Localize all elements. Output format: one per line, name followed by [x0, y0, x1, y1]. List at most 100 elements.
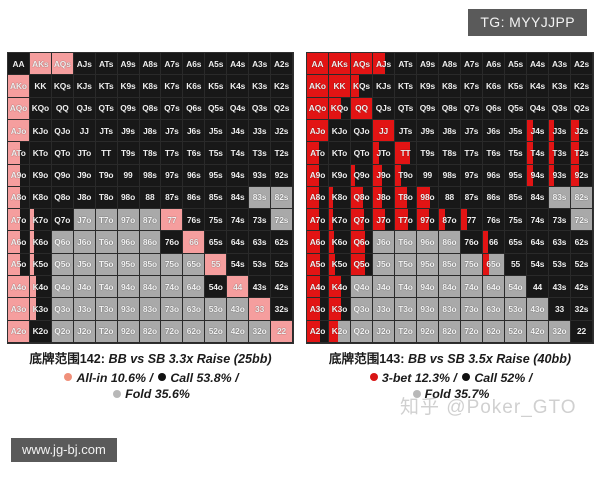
range-cell[interactable]: 95o [417, 253, 439, 277]
range-cell[interactable]: 65s [505, 231, 527, 254]
range-cell[interactable]: KQo [329, 97, 351, 120]
range-cell[interactable]: K6o [29, 231, 52, 254]
range-cell[interactable]: 87o [139, 209, 162, 232]
range-cell[interactable]: 32o [249, 320, 272, 343]
range-cell[interactable]: 83s [249, 186, 272, 210]
range-cell[interactable]: A9s [417, 53, 439, 76]
range-cell[interactable]: Q5s [505, 97, 527, 120]
range-cell[interactable]: QQ [351, 97, 373, 120]
range-cell[interactable]: J5o [373, 253, 395, 277]
range-cell[interactable]: AQs [51, 53, 74, 76]
range-cell[interactable]: 62o [183, 320, 206, 343]
range-cell[interactable]: KTs [95, 75, 118, 98]
range-cell[interactable]: ATo [8, 142, 30, 165]
range-cell[interactable]: T9o [395, 164, 417, 187]
range-cell[interactable]: 98o [117, 186, 140, 210]
range-cell[interactable]: K8o [329, 186, 351, 210]
range-cell[interactable]: 86s [483, 186, 505, 210]
range-cell[interactable]: Q7s [461, 97, 483, 120]
range-cell[interactable]: A8s [139, 53, 162, 76]
range-cell[interactable]: 72s [571, 209, 593, 232]
range-cell[interactable]: K3o [29, 298, 52, 321]
range-cell[interactable]: 83o [139, 298, 162, 321]
range-cell[interactable]: 95s [205, 164, 228, 187]
range-cell[interactable]: Q3o [51, 298, 74, 321]
range-cell[interactable]: JJ [373, 119, 395, 143]
range-cell[interactable]: 65s [205, 231, 228, 254]
range-cell[interactable]: ATs [395, 53, 417, 76]
range-cell[interactable]: J6s [483, 119, 505, 143]
range-cell[interactable]: A4o [8, 276, 30, 299]
range-cell[interactable]: 93s [249, 164, 272, 187]
range-cell[interactable]: T2o [95, 320, 118, 343]
range-cell[interactable]: Q5s [205, 97, 228, 120]
range-cell[interactable]: K8s [139, 75, 162, 98]
range-cell[interactable]: 64s [227, 231, 250, 254]
range-cell[interactable]: JTo [373, 142, 395, 165]
range-cell[interactable]: 55 [205, 253, 228, 277]
range-cell[interactable]: 63s [549, 231, 571, 254]
range-cell[interactable]: K8s [439, 75, 461, 98]
range-cell[interactable]: J2o [73, 320, 96, 343]
range-cell[interactable]: 94s [227, 164, 250, 187]
range-cell[interactable]: Q2o [351, 320, 373, 343]
range-cell[interactable]: J5s [505, 119, 527, 143]
range-cell[interactable]: A8o [8, 186, 30, 210]
range-cell[interactable]: A7s [161, 53, 184, 76]
range-cell[interactable]: 92o [417, 320, 439, 343]
range-cell[interactable]: Q6o [51, 231, 74, 254]
range-cell[interactable]: 65o [483, 253, 505, 277]
range-cell[interactable]: 95o [117, 253, 140, 277]
range-cell[interactable]: K7s [161, 75, 184, 98]
range-cell[interactable]: KTo [29, 142, 52, 165]
range-cell[interactable]: 84o [439, 276, 461, 299]
range-cell[interactable]: 75o [161, 253, 184, 277]
range-cell[interactable]: T8s [139, 142, 162, 165]
range-cell[interactable]: AA [307, 53, 329, 76]
range-cell[interactable]: J4o [73, 276, 96, 299]
range-cell[interactable]: Q3s [249, 97, 272, 120]
range-cell[interactable]: 73o [461, 298, 483, 321]
range-cell[interactable]: T2o [395, 320, 417, 343]
range-cell[interactable]: AQo [8, 97, 30, 120]
range-cell[interactable]: 77 [161, 209, 184, 232]
range-cell[interactable]: KQo [29, 97, 52, 120]
range-cell[interactable]: 64s [527, 231, 549, 254]
range-cell[interactable]: J2s [571, 119, 593, 143]
range-cell[interactable]: 82o [439, 320, 461, 343]
range-cell[interactable]: 32o [549, 320, 571, 343]
range-cell[interactable]: 72s [271, 209, 293, 232]
range-cell[interactable]: A4s [527, 53, 549, 76]
range-cell[interactable]: 84o [139, 276, 162, 299]
range-cell[interactable]: 43s [549, 276, 571, 299]
range-cell[interactable]: Q5o [51, 253, 74, 277]
range-cell[interactable]: A7o [307, 209, 329, 232]
range-cell[interactable]: Q8s [439, 97, 461, 120]
range-cell[interactable]: T3o [395, 298, 417, 321]
range-cell[interactable]: A3o [8, 298, 30, 321]
range-cell[interactable]: TT [95, 142, 118, 165]
range-cell[interactable]: J9s [417, 119, 439, 143]
range-cell[interactable]: 99 [117, 164, 140, 187]
range-cell[interactable]: K2s [271, 75, 293, 98]
range-grid-left[interactable]: AA AKs AQs AJs ATs A9s A8s A7s A6s A5s A4s A3s A2s AK… [7, 52, 294, 344]
range-cell[interactable]: 82s [271, 186, 293, 210]
range-cell[interactable]: Q9s [417, 97, 439, 120]
range-cell[interactable]: K4s [227, 75, 250, 98]
range-cell[interactable]: K5o [329, 253, 351, 277]
range-cell[interactable]: Q4s [227, 97, 250, 120]
range-cell[interactable]: T5o [395, 253, 417, 277]
range-cell[interactable]: AKo [307, 75, 329, 98]
range-cell[interactable]: 98o [417, 186, 439, 210]
range-cell[interactable]: AQo [307, 97, 329, 120]
range-cell[interactable]: 63o [183, 298, 206, 321]
range-cell[interactable]: K8o [29, 186, 52, 210]
range-cell[interactable]: A6s [483, 53, 505, 76]
range-cell[interactable]: 76s [483, 209, 505, 232]
range-cell[interactable]: 66 [183, 231, 206, 254]
range-cell[interactable]: J6s [183, 119, 206, 143]
range-cell[interactable]: 44 [227, 276, 250, 299]
range-cell[interactable]: 22 [571, 320, 593, 343]
range-cell[interactable]: T7o [95, 209, 118, 232]
range-cell[interactable]: KTo [329, 142, 351, 165]
